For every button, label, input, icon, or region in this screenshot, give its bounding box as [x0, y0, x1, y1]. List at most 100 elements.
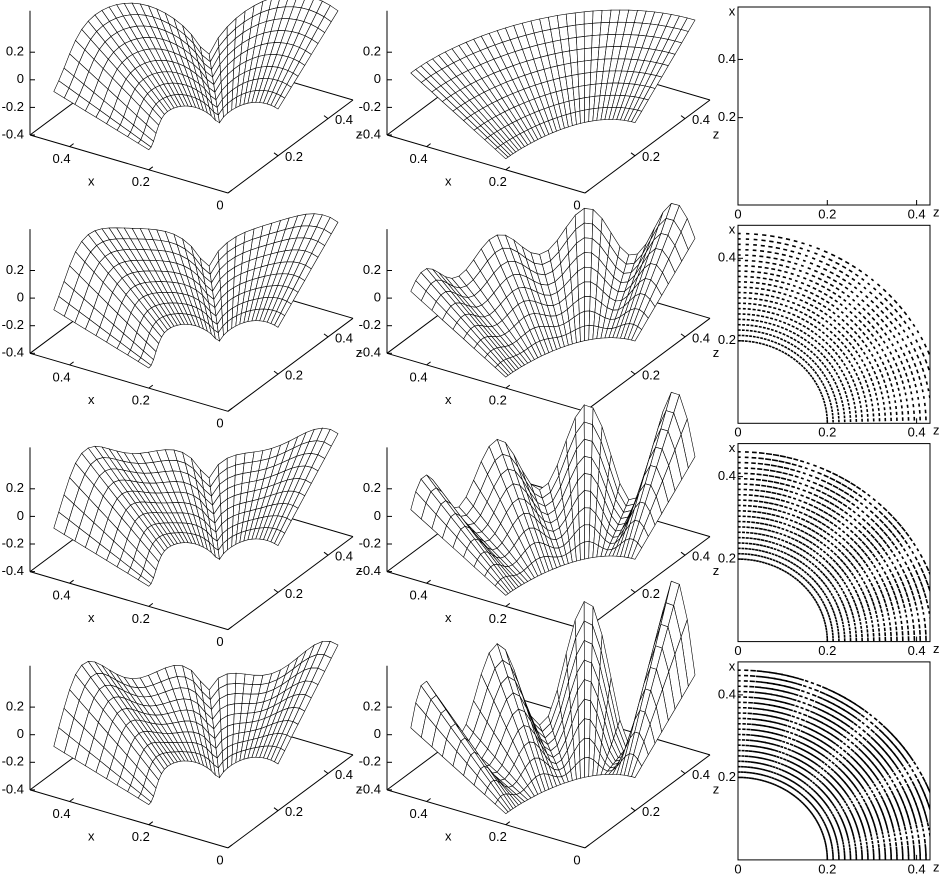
vector	[803, 278, 806, 279]
vector	[796, 328, 799, 329]
vector	[819, 826, 820, 828]
vector	[860, 503, 862, 505]
vector	[876, 331, 878, 334]
vector	[889, 330, 891, 333]
vector	[909, 351, 911, 354]
vector	[905, 393, 906, 396]
vector	[789, 543, 792, 544]
vector	[874, 606, 875, 609]
vector	[882, 594, 884, 598]
x-axis-label: x	[88, 610, 95, 625]
vector	[839, 828, 840, 831]
vector	[920, 554, 922, 557]
plot-frame	[738, 7, 930, 205]
vector	[762, 284, 766, 285]
vector	[773, 767, 776, 768]
vector	[822, 614, 823, 616]
vector	[767, 312, 770, 313]
vector	[847, 617, 848, 620]
vector	[791, 291, 794, 292]
vector	[787, 567, 789, 568]
vector	[776, 768, 779, 769]
vector	[858, 563, 860, 566]
x-tick	[70, 144, 74, 147]
vector	[818, 329, 820, 331]
vector	[768, 771, 771, 772]
vector	[800, 300, 803, 301]
vector	[848, 838, 849, 841]
vector	[837, 572, 839, 575]
vector	[842, 384, 843, 387]
vector	[810, 523, 814, 525]
vector	[790, 469, 795, 470]
vector	[815, 808, 817, 810]
vector	[933, 365, 934, 369]
vector	[887, 608, 888, 611]
vector	[821, 286, 824, 288]
vector	[891, 383, 892, 386]
y-tick-label: 0	[374, 508, 381, 523]
field-panel: 00.20.40.20.4zx	[718, 222, 942, 440]
vector	[830, 331, 832, 333]
vector	[915, 602, 916, 606]
vector	[758, 774, 761, 775]
vector	[799, 567, 801, 569]
y-tick-label: 0.4	[718, 468, 736, 483]
vector	[910, 538, 912, 541]
vector	[901, 361, 902, 364]
x-tick-label: 0.2	[818, 643, 836, 658]
vector	[876, 305, 879, 308]
vector	[825, 625, 826, 627]
vector	[827, 495, 832, 498]
vector	[855, 590, 857, 593]
vector	[806, 784, 808, 786]
z-tick-label: 0.2	[285, 586, 303, 601]
vector	[818, 386, 819, 388]
vector	[852, 394, 853, 397]
vector	[837, 822, 838, 825]
vector	[775, 253, 779, 254]
y-tick-label: -0.4	[2, 126, 24, 141]
vector	[867, 357, 868, 359]
vector	[832, 366, 834, 368]
vector	[805, 468, 808, 469]
vector	[876, 581, 878, 584]
z-tick-label: 0.4	[692, 767, 710, 782]
vector	[764, 322, 767, 323]
vector	[780, 534, 783, 535]
vector	[892, 344, 893, 346]
vector	[842, 319, 844, 321]
vector	[886, 588, 888, 592]
vector	[859, 328, 861, 331]
vector	[825, 840, 826, 842]
vector	[781, 517, 784, 518]
vector	[909, 546, 911, 549]
vector	[797, 341, 799, 342]
vector	[806, 370, 808, 372]
vector	[869, 503, 871, 505]
vector	[830, 621, 831, 623]
vector	[878, 344, 880, 346]
vector	[770, 470, 776, 471]
vector	[890, 352, 891, 355]
vector	[801, 575, 803, 577]
vector	[870, 342, 872, 345]
vector	[766, 754, 770, 755]
vector	[794, 346, 796, 347]
vector	[789, 279, 792, 280]
x-tick-label: 0	[216, 197, 223, 212]
vector	[809, 554, 811, 556]
vector	[801, 583, 803, 585]
x-tick-label: 0.4	[53, 369, 71, 384]
vector	[811, 796, 813, 798]
vector	[811, 331, 813, 333]
z-axis-label: z	[713, 127, 720, 142]
vector	[812, 258, 815, 259]
vector	[815, 525, 819, 527]
vector	[789, 256, 792, 257]
vector	[865, 400, 866, 403]
vector	[831, 388, 832, 390]
vector	[822, 819, 823, 821]
vector	[861, 588, 863, 591]
vector	[799, 548, 802, 550]
